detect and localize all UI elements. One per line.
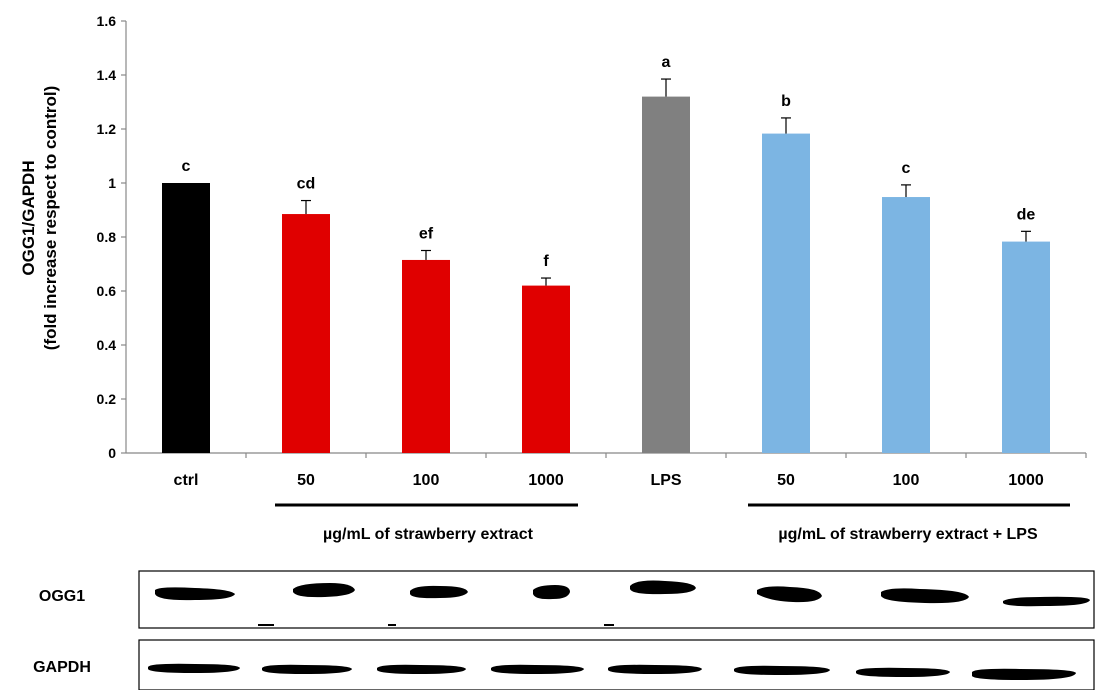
significance-label: c [182, 158, 191, 175]
significance-label: de [1017, 206, 1036, 223]
bar [522, 285, 570, 453]
bar [642, 96, 690, 453]
y-tick-label: 0 [108, 445, 116, 461]
y-axis-label-line2: (fold increase respect to control) [41, 86, 60, 351]
y-tick-label: 1.2 [97, 121, 117, 137]
y-tick-label: 0.6 [97, 283, 117, 299]
blot-bands-gapdh [148, 663, 1076, 680]
y-axis-label-line1: OGG1/GAPDH [19, 160, 38, 275]
y-tick-label: 0.2 [97, 391, 117, 407]
y-tick-label: 1 [108, 175, 116, 191]
x-tick-labels: ctrl 50 100 1000 LPS 50 100 1000 [174, 453, 1087, 489]
x-tick-label: LPS [650, 472, 681, 489]
blot-label-gapdh: GAPDH [33, 659, 91, 676]
y-tick-label: 1.6 [97, 13, 117, 29]
bar [402, 259, 450, 453]
bar [1002, 241, 1050, 453]
significance-label: cd [297, 176, 316, 193]
bar [762, 133, 810, 453]
significance-label: a [662, 54, 671, 71]
group-label-extract-lps: µg/mL of strawberry extract + LPS [778, 526, 1038, 543]
x-tick-label: 1000 [528, 472, 564, 489]
significance-label: c [902, 160, 911, 177]
x-tick-label: 100 [893, 472, 920, 489]
bar [882, 197, 930, 453]
x-tick-label: ctrl [174, 472, 199, 489]
bars: c cd ef f a b c de [162, 54, 1050, 453]
bar [282, 214, 330, 453]
x-tick-label: 1000 [1008, 472, 1044, 489]
x-tick-label: 50 [777, 472, 795, 489]
y-tick-label: 0.8 [97, 229, 117, 245]
group-label-extract: µg/mL of strawberry extract [323, 526, 534, 543]
y-ticks: 0 0.2 0.4 0.6 0.8 1 1.2 1.4 1.6 [97, 13, 126, 461]
significance-label: f [543, 253, 549, 270]
significance-label: ef [419, 226, 434, 243]
bar [162, 183, 210, 453]
x-tick-label: 50 [297, 472, 315, 489]
blot-label-ogg1: OGG1 [39, 588, 85, 605]
y-tick-label: 1.4 [97, 67, 117, 83]
significance-label: b [781, 93, 791, 110]
y-tick-label: 0.4 [97, 337, 117, 353]
x-tick-label: 100 [413, 472, 440, 489]
blot-bands-ogg1 [155, 580, 1090, 626]
